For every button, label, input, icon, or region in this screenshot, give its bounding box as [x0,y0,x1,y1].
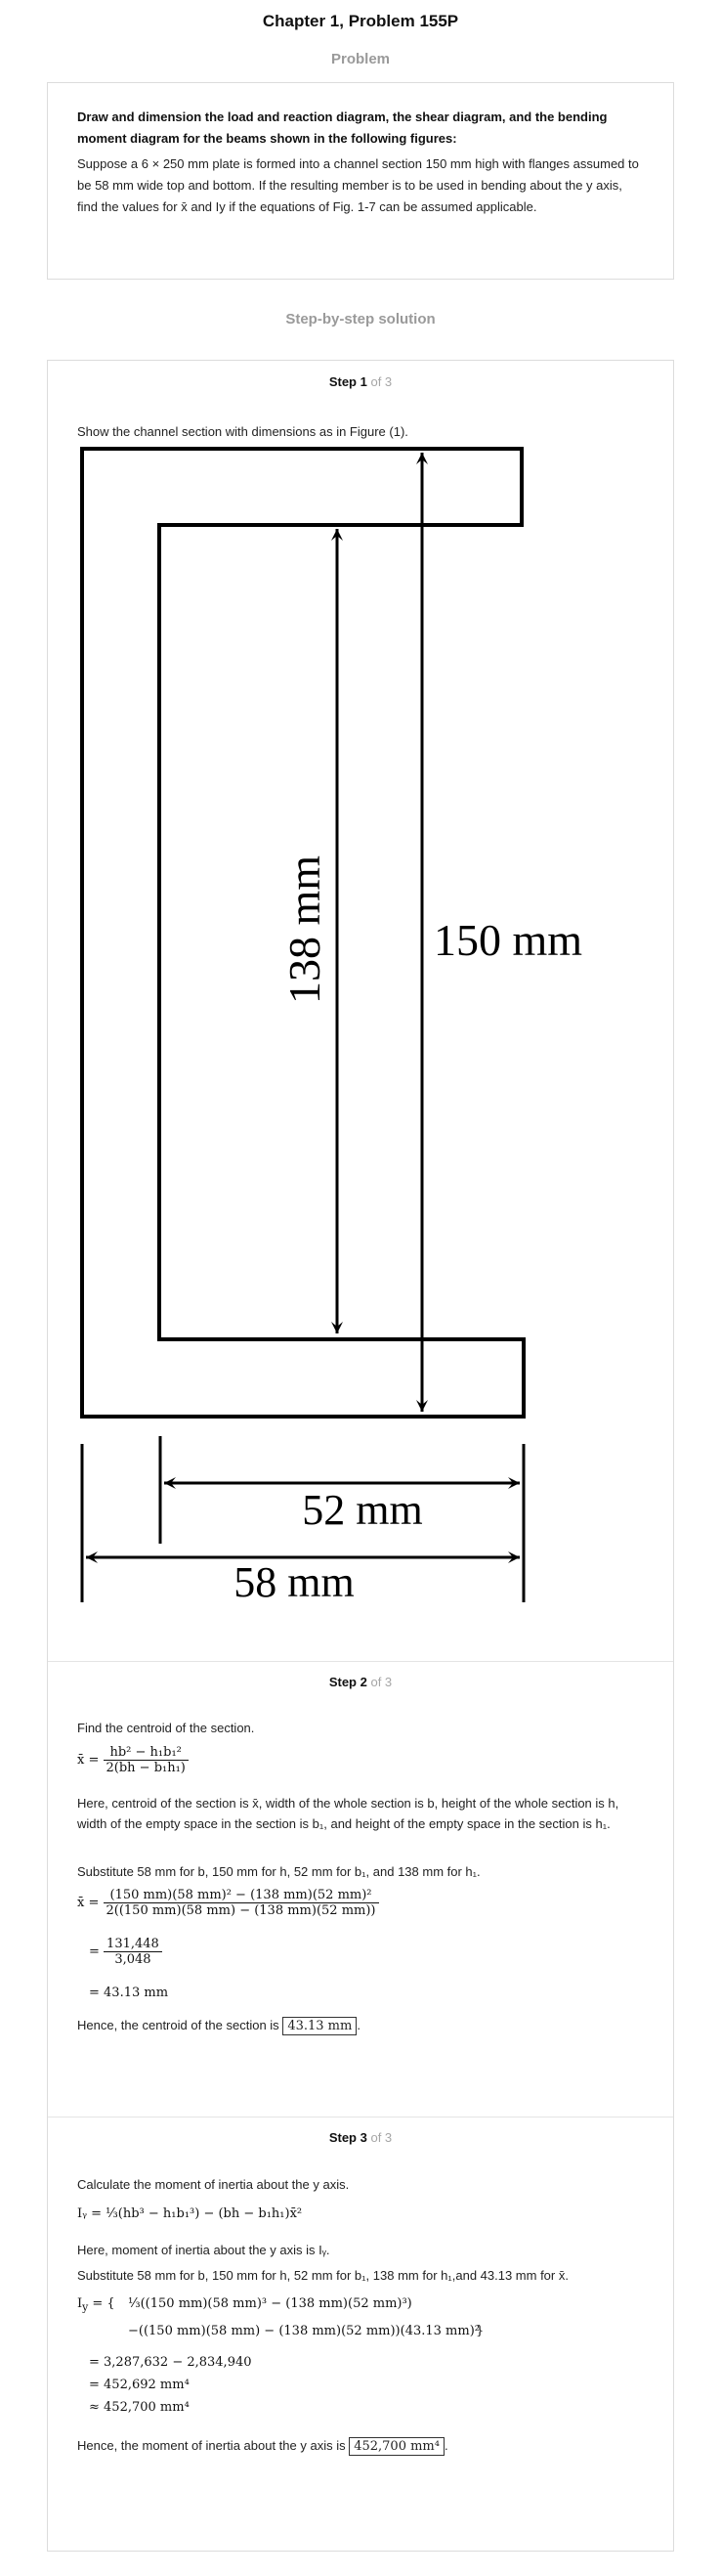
solution-heading: Step-by-step solution [285,311,436,327]
step-2-conclusion-text: Hence, the centroid of the section is [77,2018,279,2032]
step-3-header: Step 3 of 3 [48,2130,673,2145]
step-3-explain: Here, moment of inertia about the y axis… [77,2243,330,2257]
channel-outline [80,447,526,1419]
calc-1-num: (150 mm)(58 mm)² − (138 mm)(52 mm)² [103,1888,379,1903]
centroid-calc-1: x̄ = (150 mm)(58 mm)² − (138 mm)(52 mm)²… [77,1888,379,1918]
step-3-conclusion: Hence, the moment of inertia about the y… [77,2437,448,2456]
inertia-calc-line-4: = 452,692 mm⁴ [89,2378,190,2392]
calc-2-fraction: 131,448 3,048 [104,1937,162,1967]
calc-2-eq: = [89,1944,100,1959]
centroid-answer: 43.13 mm [282,2017,358,2035]
centroid-calc-2: = 131,448 3,048 [89,1937,162,1967]
calc-2-den: 3,048 [114,1952,151,1967]
problem-statement-body: Suppose a 6 × 250 mm plate is formed int… [77,156,639,214]
step-2-header: Step 2 of 3 [48,1675,673,1689]
problem-card: Draw and dimension the load and reaction… [47,82,674,280]
page-title: Chapter 1, Problem 155P [262,12,459,30]
step-2-conclusion: Hence, the centroid of the section is 43… [77,2017,360,2035]
step-2-intro: Find the centroid of the section. [77,1721,255,1735]
step-3-of: of 3 [370,2130,393,2145]
centroid-formula-lhs: x̄ = [77,1753,100,1768]
inertia-calc-line-2: −((150 mm)(58 mm) − (138 mm)(52 mm))(43.… [128,2324,480,2338]
step-1-label: Step 1 [328,374,367,389]
step-2-explain: Here, centroid of the section is x̄, wid… [77,1796,619,1831]
solution-card: Step 1 of 3 Show the channel section wit… [47,360,674,2552]
centroid-calc-3: = 43.13 mm [89,1986,169,2000]
channel-section-diagram: 138 mm 150 mm 52 mm 58 mm [80,447,582,1606]
calc-1-fraction: (150 mm)(58 mm)² − (138 mm)(52 mm)² 2((1… [103,1888,379,1918]
centroid-formula: x̄ = hb² − h₁b₁² 2(bh − b₁h₁) [77,1745,189,1775]
inertia-formula: Iᵧ = ⅓(hb³ − h₁b₁³) − (bh − b₁h₁)x̄² [77,2206,303,2221]
step-3-label: Step 3 [328,2130,367,2145]
step-2-label: Step 2 [328,1675,367,1689]
step-divider-1 [48,1661,673,1662]
dim-58-label: 58 mm [233,1558,354,1606]
step-3-conclusion-text: Hence, the moment of inertia about the y… [77,2438,346,2453]
step-1-of: of 3 [370,374,393,389]
dim-150-label: 150 mm [434,915,582,965]
centroid-formula-fraction: hb² − h₁b₁² 2(bh − b₁h₁) [103,1745,189,1775]
step-1-header: Step 1 of 3 [48,374,673,389]
problem-heading: Problem [330,51,390,67]
inertia-calc-line-1: ⅓((150 mm)(58 mm)³ − (138 mm)(52 mm)³) [128,2296,412,2311]
calc-2-num: 131,448 [104,1937,162,1952]
inertia-answer: 452,700 mm⁴ [349,2437,445,2456]
problem-statement-bold: Draw and dimension the load and reaction… [77,109,608,146]
step-2-substitute: Substitute 58 mm for b, 150 mm for h, 52… [77,1864,481,1879]
problem-text: Draw and dimension the load and reaction… [77,107,644,218]
dim-52-label: 52 mm [302,1486,422,1534]
step-3-substitute: Substitute 58 mm for b, 150 mm for h, 52… [77,2268,569,2283]
centroid-formula-num: hb² − h₁b₁² [103,1745,189,1761]
step-3-intro: Calculate the moment of inertia about th… [77,2177,350,2192]
inertia-calc-lhs: Iy = { [77,2296,115,2314]
calc-1-den: 2((150 mm)(58 mm) − (138 mm)(52 mm)) [106,1903,376,1918]
dim-138-label: 138 mm [279,855,329,1004]
inertia-calc-line-3: = 3,287,632 − 2,834,940 [89,2355,252,2370]
step-divider-2 [48,2117,673,2118]
calc-1-lhs: x̄ = [77,1896,100,1910]
centroid-formula-den: 2(bh − b₁h₁) [106,1761,186,1775]
step-1-text: Show the channel section with dimensions… [77,424,408,439]
inertia-calc-line-5: ≈ 452,700 mm⁴ [89,2400,190,2415]
step-2-of: of 3 [370,1675,393,1689]
inertia-calc-brace: } [476,2324,485,2338]
